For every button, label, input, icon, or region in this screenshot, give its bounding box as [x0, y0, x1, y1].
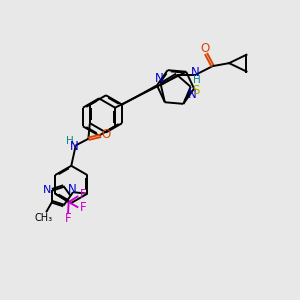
- Text: F: F: [65, 212, 72, 225]
- Text: N: N: [70, 140, 79, 153]
- Text: N: N: [68, 183, 76, 196]
- Text: O: O: [200, 42, 210, 55]
- Text: S: S: [192, 84, 200, 97]
- Text: F: F: [80, 188, 86, 201]
- Text: N: N: [190, 66, 199, 79]
- Text: H: H: [194, 75, 201, 85]
- Text: F: F: [80, 201, 86, 214]
- Text: N: N: [155, 72, 164, 85]
- Text: O: O: [102, 128, 111, 141]
- Text: N: N: [43, 185, 52, 195]
- Text: CH₃: CH₃: [35, 213, 53, 223]
- Text: N: N: [188, 88, 197, 100]
- Text: H: H: [66, 136, 74, 146]
